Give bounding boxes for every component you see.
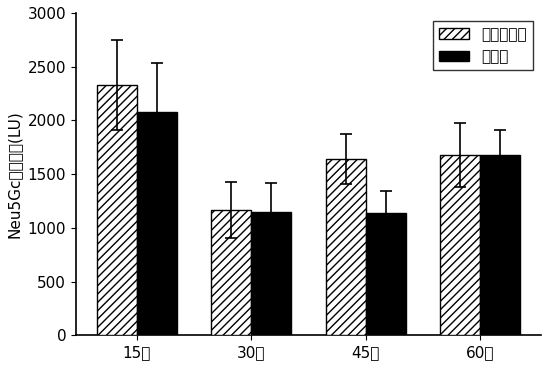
Bar: [440, 155, 480, 335]
Bar: [137, 112, 177, 335]
Bar: [366, 213, 406, 335]
Bar: [97, 85, 137, 335]
Bar: [252, 212, 292, 335]
Legend: 空白对照组, 实验组: 空白对照组, 实验组: [433, 21, 533, 70]
Bar: [480, 155, 520, 335]
Bar: [212, 210, 252, 335]
Bar: [326, 159, 366, 335]
Y-axis label: Neu5Gc的峰面积(LU): Neu5Gc的峰面积(LU): [7, 110, 22, 238]
